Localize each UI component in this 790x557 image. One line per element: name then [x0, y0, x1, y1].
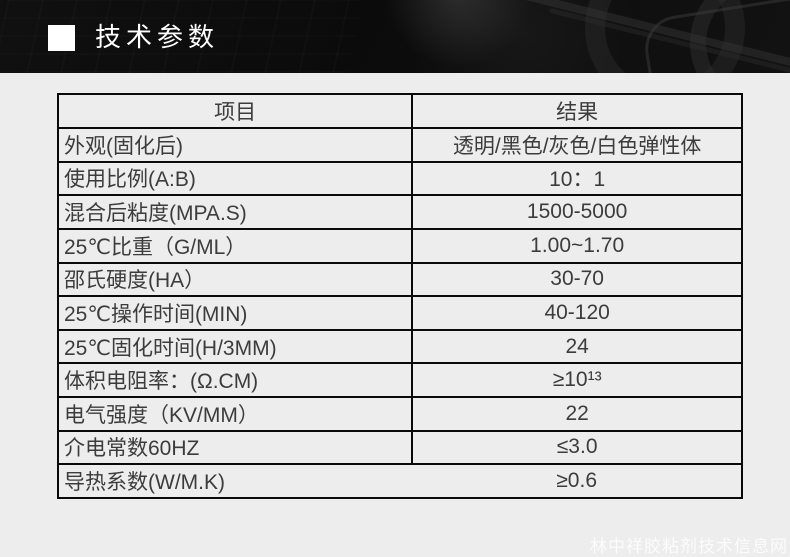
- item-cell: 使用比例(A:B): [56, 160, 414, 197]
- item-cell: 混合后粘度(MPA.S): [56, 194, 414, 230]
- spec-table: 项目 结果 外观(固化后) 透明/黑色/灰色/白色弹性体 使用比例(A:B) 10：1…: [56, 93, 743, 499]
- item-cell: 外观(固化后): [56, 127, 414, 163]
- table-row: 体积电阻率：(Ω.CM) ≥10¹³: [56, 362, 743, 398]
- spec-table-section: 项目 结果 外观(固化后) 透明/黑色/灰色/白色弹性体 使用比例(A:B) 10：1…: [0, 93, 790, 499]
- value-cell: 透明/黑色/灰色/白色弹性体: [411, 127, 743, 163]
- value-cell: 1.00~1.70: [411, 227, 743, 264]
- table-header-row: 项目 结果: [56, 93, 743, 129]
- value-cell: ≥10¹³: [411, 362, 743, 398]
- watermark: 林中祥胶粘剂技术信息网: [590, 537, 788, 556]
- item-cell: 邵氏硬度(HA）: [56, 261, 414, 298]
- banner: 技术参数: [0, 0, 790, 73]
- item-cell: 电气强度（KV/MM）: [56, 396, 414, 432]
- item-cell: 导热系数(W/M.K): [56, 463, 413, 499]
- table-row: 外观(固化后) 透明/黑色/灰色/白色弹性体: [56, 127, 743, 163]
- value-cell: ≥0.6: [412, 463, 743, 499]
- column-header-item: 项目: [56, 93, 414, 129]
- banner-photo-background: [0, 0, 790, 73]
- table-row: 使用比例(A:B) 10：1: [56, 160, 743, 197]
- table-row: 导热系数(W/M.K) ≥0.6: [56, 463, 743, 499]
- value-cell: 30-70: [411, 261, 743, 298]
- column-header-result: 结果: [411, 93, 743, 129]
- table-row: 25℃操作时间(MIN) 40-120: [56, 295, 743, 331]
- item-cell: 25℃固化时间(H/3MM): [56, 328, 414, 365]
- table-row: 介电常数60HZ ≤3.0: [56, 429, 743, 466]
- table-row: 电气强度（KV/MM） 22: [56, 396, 743, 432]
- item-cell: 体积电阻率：(Ω.CM): [56, 362, 414, 398]
- value-cell: 1500-5000: [411, 194, 743, 230]
- item-cell: 25℃比重（G/ML）: [56, 227, 414, 264]
- item-cell: 介电常数60HZ: [56, 429, 414, 466]
- value-cell: 24: [411, 328, 743, 365]
- value-cell: 40-120: [411, 295, 743, 331]
- section-title: 技术参数: [95, 21, 220, 52]
- table-row: 邵氏硬度(HA） 30-70: [56, 261, 743, 298]
- value-cell: 22: [411, 396, 743, 432]
- value-cell: 10：1: [411, 160, 743, 197]
- value-cell: ≤3.0: [411, 429, 743, 466]
- item-cell: 25℃操作时间(MIN): [56, 295, 414, 331]
- table-row: 混合后粘度(MPA.S) 1500-5000: [56, 194, 743, 230]
- table-row: 25℃固化时间(H/3MM) 24: [56, 328, 743, 365]
- white-square-icon: [48, 25, 75, 51]
- banner-content: 技术参数: [48, 0, 219, 73]
- table-row: 25℃比重（G/ML） 1.00~1.70: [56, 227, 743, 264]
